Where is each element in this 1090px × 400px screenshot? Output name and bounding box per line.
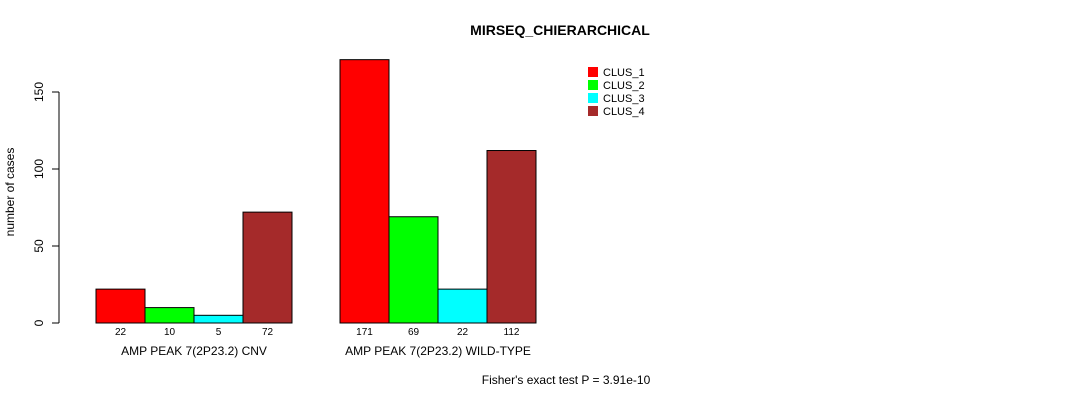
bar-clus-4 bbox=[242, 211, 293, 324]
legend-label: CLUS_2 bbox=[603, 80, 645, 92]
bar-clus-4 bbox=[486, 150, 537, 324]
bar-value-label: 72 bbox=[262, 327, 274, 338]
fisher-test-annotation: Fisher's exact test P = 3.91e-10 bbox=[482, 373, 651, 387]
legend-swatch bbox=[588, 106, 598, 116]
bar-value-label: 5 bbox=[216, 327, 222, 338]
legend-label: CLUS_4 bbox=[603, 106, 645, 118]
legend-label: CLUS_3 bbox=[603, 93, 645, 105]
bar-clus-1 bbox=[95, 288, 146, 324]
bar-value-label: 171 bbox=[356, 327, 373, 338]
bar-value-label: 22 bbox=[115, 327, 127, 338]
y-axis-label: number of cases bbox=[3, 148, 17, 237]
bar-clus-3 bbox=[193, 314, 244, 324]
bar-clus-2 bbox=[144, 307, 195, 324]
bar-value-label: 10 bbox=[164, 327, 176, 338]
chart-title: MIRSEQ_CHIERARCHICAL bbox=[470, 22, 650, 38]
bar-value-label: 112 bbox=[504, 327, 520, 338]
legend-swatch bbox=[588, 67, 598, 77]
y-tick-label: 100 bbox=[32, 159, 46, 179]
legend-label: CLUS_1 bbox=[603, 67, 645, 79]
y-tick-label: 50 bbox=[32, 239, 46, 253]
y-tick-label: 150 bbox=[32, 82, 46, 102]
legend-swatch bbox=[588, 93, 598, 103]
y-tick-label: 0 bbox=[32, 319, 46, 326]
bar-clus-3 bbox=[437, 288, 488, 324]
bar-value-label: 69 bbox=[408, 327, 420, 338]
group-label: AMP PEAK 7(2P23.2) WILD-TYPE bbox=[345, 344, 531, 358]
group-label: AMP PEAK 7(2P23.2) CNV bbox=[121, 344, 267, 358]
bar-clus-1 bbox=[339, 59, 390, 324]
bar-clus-2 bbox=[388, 216, 439, 324]
legend-swatch bbox=[588, 80, 598, 90]
bar-value-label: 22 bbox=[457, 327, 469, 338]
